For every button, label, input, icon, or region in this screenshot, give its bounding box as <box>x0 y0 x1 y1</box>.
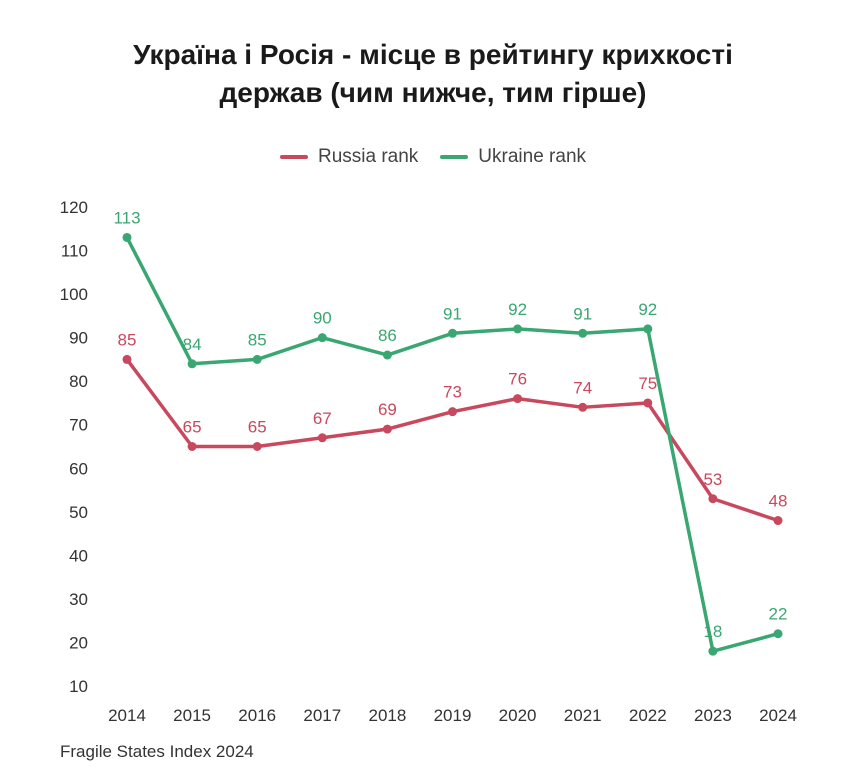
data-label-ukraine: 91 <box>443 304 462 323</box>
y-tick-label: 20 <box>69 633 88 652</box>
x-tick-label: 2020 <box>499 706 537 725</box>
legend-item-ukraine[interactable]: Ukraine rank <box>440 146 586 168</box>
y-tick-label: 80 <box>69 372 88 391</box>
legend-label-russia: Russia rank <box>317 146 419 167</box>
chart-title-line-2: держав (чим нижче, тим гірше) <box>219 77 647 108</box>
data-point-ukraine <box>187 359 197 369</box>
y-tick-label: 50 <box>69 503 88 522</box>
data-label-ukraine: 91 <box>573 304 592 323</box>
data-point-ukraine <box>448 328 457 338</box>
y-tick-label: 70 <box>69 416 88 435</box>
x-tick-label: 2014 <box>108 706 146 725</box>
data-point-russia <box>773 516 783 526</box>
data-label-russia: 69 <box>378 400 397 419</box>
data-label-ukraine: 85 <box>248 330 267 349</box>
y-tick-label: 120 <box>60 198 88 217</box>
data-point-ukraine <box>513 324 523 334</box>
data-point-ukraine <box>708 646 718 656</box>
data-label-russia: 48 <box>769 492 788 511</box>
data-label-russia: 67 <box>313 409 332 428</box>
data-label-russia: 73 <box>443 383 462 402</box>
chart-title-line-1: Україна і Росія - місце в рейтингу крихк… <box>133 39 733 70</box>
chart-title: Україна і Росія - місце в рейтингу крихк… <box>0 36 866 112</box>
data-label-ukraine: 92 <box>638 300 657 319</box>
data-point-russia <box>252 442 262 451</box>
data-label-russia: 53 <box>703 470 722 489</box>
data-point-ukraine <box>773 629 783 639</box>
data-label-russia: 65 <box>248 418 267 437</box>
data-point-russia <box>448 407 457 417</box>
x-tick-label: 2022 <box>629 706 667 725</box>
data-point-ukraine <box>252 354 262 364</box>
data-label-ukraine: 22 <box>769 605 788 624</box>
data-point-russia <box>187 442 197 451</box>
data-point-russia <box>382 424 392 434</box>
x-tick-label: 2024 <box>759 706 797 725</box>
data-label-ukraine: 92 <box>508 300 527 319</box>
y-tick-label: 60 <box>69 459 88 478</box>
x-tick-label: 2023 <box>694 706 732 725</box>
data-point-ukraine <box>122 232 132 242</box>
legend-label-ukraine: Ukraine rank <box>478 146 587 167</box>
data-label-russia: 75 <box>638 374 657 393</box>
legend-item-russia[interactable]: Russia rank <box>279 146 419 168</box>
data-point-russia <box>317 433 327 443</box>
source-note: Fragile States Index 2024 <box>60 742 254 761</box>
y-tick-label: 40 <box>69 546 88 565</box>
legend: Russia rank Ukraine rank <box>0 146 866 168</box>
data-label-russia: 85 <box>118 330 137 349</box>
y-tick-label: 100 <box>60 285 88 304</box>
x-tick-label: 2018 <box>368 706 406 725</box>
data-label-ukraine: 84 <box>183 335 202 354</box>
data-label-ukraine: 86 <box>378 326 397 345</box>
y-tick-label: 110 <box>61 242 88 261</box>
data-label-russia: 74 <box>573 378 592 397</box>
legend-swatch-ukraine <box>440 155 469 159</box>
data-point-russia <box>708 494 718 504</box>
legend-swatch-russia <box>279 155 308 159</box>
x-tick-label: 2015 <box>173 706 211 725</box>
data-point-russia <box>513 394 523 404</box>
data-label-ukraine: 90 <box>313 309 332 328</box>
data-label-ukraine: 113 <box>113 208 140 227</box>
data-point-russia <box>643 398 653 408</box>
x-tick-label: 2021 <box>564 706 602 725</box>
data-point-ukraine <box>578 328 588 338</box>
data-label-ukraine: 18 <box>703 622 722 641</box>
series-line-ukraine <box>125 235 780 653</box>
y-tick-label: 90 <box>69 329 88 348</box>
data-point-russia <box>122 354 132 364</box>
data-label-russia: 65 <box>183 418 202 437</box>
data-point-ukraine <box>317 333 327 343</box>
y-tick-label: 10 <box>69 677 88 696</box>
data-label-russia: 76 <box>508 370 527 389</box>
x-tick-label: 2016 <box>238 706 276 725</box>
x-tick-label: 2017 <box>303 706 341 725</box>
data-point-russia <box>578 402 588 412</box>
y-tick-label: 30 <box>69 590 88 609</box>
x-tick-label: 2019 <box>434 706 472 725</box>
data-point-ukraine <box>382 350 392 360</box>
data-point-ukraine <box>643 324 653 334</box>
